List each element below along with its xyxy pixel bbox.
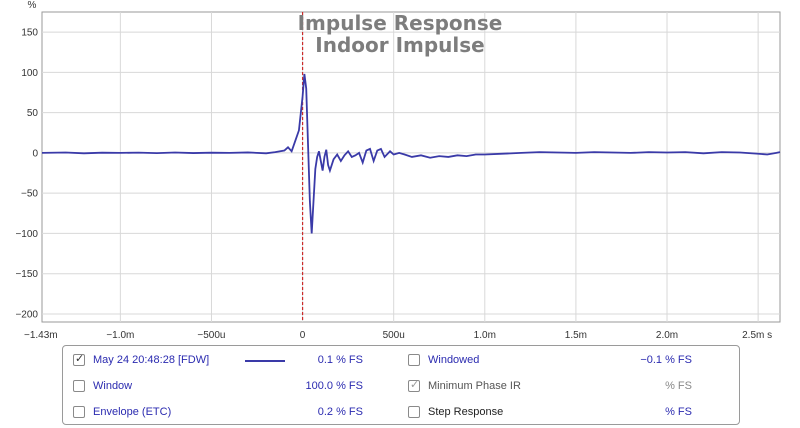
checkbox-measurement[interactable] <box>73 352 85 366</box>
y-tick-label: 0 <box>32 148 38 159</box>
x-tick-label: −500u <box>197 330 225 341</box>
y-tick-label: −100 <box>15 229 38 240</box>
checkbox-minimum-phase[interactable] <box>408 378 420 392</box>
y-tick-label: −150 <box>15 269 38 280</box>
y-tick-label: 50 <box>27 108 39 119</box>
chart-subtitle: Indoor Impulse <box>315 33 484 57</box>
y-tick-label: 100 <box>21 68 38 79</box>
checkbox-window[interactable] <box>73 380 85 392</box>
chart-title: Impulse Response <box>298 11 503 35</box>
x-tick-label: 2.0m <box>656 330 678 341</box>
checkbox-windowed[interactable] <box>408 354 420 366</box>
legend-item-minimum-phase[interactable]: Minimum Phase IR % FS <box>408 378 698 397</box>
x-tick-label: −1.43m <box>24 330 58 341</box>
y-tick-label: 150 <box>21 28 38 39</box>
x-tick-label: −1.0m <box>106 330 134 341</box>
legend-value-envelope: 0.2 % FS <box>317 406 363 418</box>
legend-label-step-response: Step Response <box>428 406 504 418</box>
legend-item-envelope[interactable]: Envelope (ETC) 0.2 % FS <box>73 405 383 423</box>
legend-value-step-response: % FS <box>665 406 692 418</box>
impulse-series-line <box>41 73 781 234</box>
impulse-response-chart: 150 100 50 0 −50 −100 −150 −200 −1.43m −1.0m −500… <box>15 0 781 341</box>
legend-label-minimum-phase: Minimum Phase IR <box>428 380 521 392</box>
legend-label-envelope: Envelope (ETC) <box>93 406 172 418</box>
legend-item-step-response[interactable]: Step Response % FS <box>408 405 698 423</box>
x-tick-label: 1.5m <box>565 330 587 341</box>
x-tick-label: 1.0m <box>474 330 496 341</box>
checkbox-envelope[interactable] <box>73 406 85 418</box>
legend-label-measurement: May 24 20:48:28 [FDW] <box>93 354 210 366</box>
checkbox-step-response[interactable] <box>408 406 420 418</box>
y-axis-ticks: 150 100 50 0 −50 −100 −150 −200 <box>15 28 38 321</box>
legend-label-window: Window <box>93 380 133 392</box>
plot-area <box>41 11 781 323</box>
y-tick-label: −50 <box>21 189 38 200</box>
x-tick-label: 2.5m s <box>742 330 772 341</box>
series-color-swatch <box>245 360 285 362</box>
legend-value-minimum-phase: % FS <box>665 380 692 392</box>
legend-value-window: 100.0 % FS <box>305 380 364 392</box>
legend-label-windowed: Windowed <box>428 354 480 366</box>
legend-item-windowed[interactable]: Windowed −0.1 % FS <box>408 353 698 371</box>
legend-value-measurement: 0.1 % FS <box>317 354 363 366</box>
x-axis-ticks: −1.43m −1.0m −500u 0 500u 1.0m 1.5m 2.0m 2.5m s <box>24 330 772 341</box>
x-tick-label: 0 <box>300 330 306 341</box>
legend-item-measurement[interactable]: May 24 20:48:28 [FDW] 0.1 % FS <box>73 352 383 371</box>
legend-item-window[interactable]: Window 100.0 % FS <box>73 379 383 397</box>
legend-value-windowed: −0.1 % FS <box>640 354 692 366</box>
legend-panel: May 24 20:48:28 [FDW] 0.1 % FS Windowed … <box>62 345 740 425</box>
y-tick-label: −200 <box>15 309 38 320</box>
y-axis-label: % <box>28 0 37 11</box>
x-tick-label: 500u <box>383 330 405 341</box>
